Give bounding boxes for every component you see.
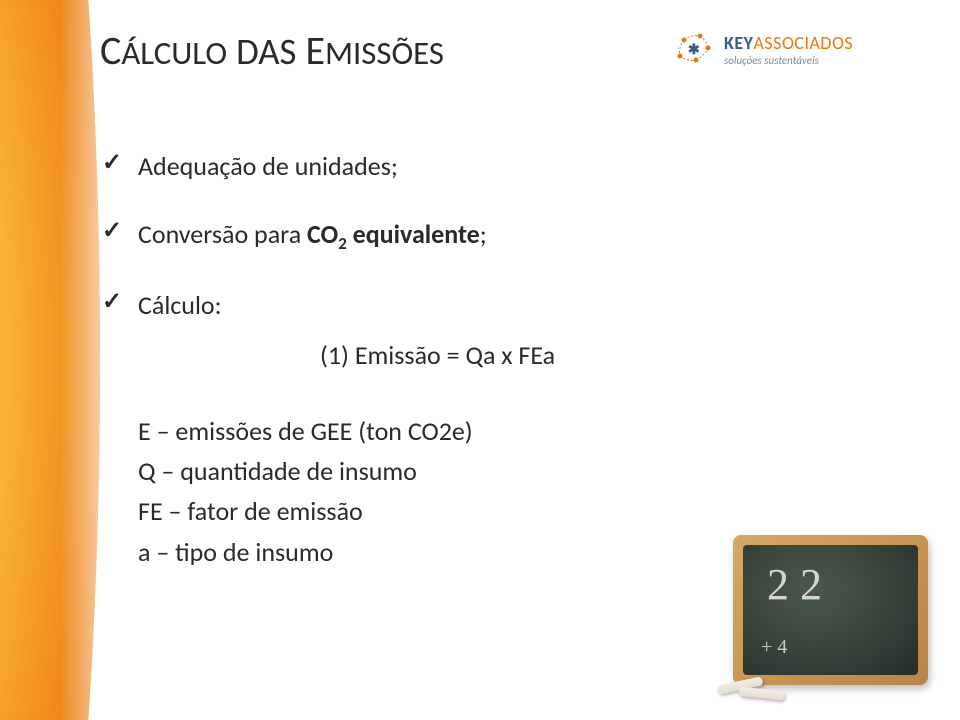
bullet-text: Adequação de unidades; [138,150,398,184]
page-title: CÁLCULO DAS EMISSÕES [100,26,444,75]
logo-mark-icon: ✱ [670,26,718,74]
chalk-stick-icon [739,687,786,701]
bullet-text: Conversão para CO2 equivalente; [138,218,487,255]
definition-line: FE – fator de emissão [138,491,840,531]
bullet-item: Cálculo: [100,289,840,323]
chalkboard-writing-small: + 4 [761,636,787,659]
check-icon [100,289,128,315]
bullet-item: Adequação de unidades; [100,150,840,184]
content: Adequação de unidades; Conversão para CO… [100,150,840,572]
check-icon [100,150,128,176]
logo: ✱ KEYASSOCIADOS soluções sustentáveis [670,20,930,80]
logo-tagline: soluções sustentáveis [724,55,853,66]
svg-text:✱: ✱ [688,41,700,58]
side-accent [0,0,100,720]
definition-line: E – emissões de GEE (ton CO2e) [138,411,840,451]
definition-line: Q – quantidade de insumo [138,451,840,491]
chalkboard-frame: 2 2 + 4 [733,535,928,685]
check-icon [100,218,128,244]
formula: (1) Emissão = Qa x FEa [320,339,840,371]
bullet-text: Cálculo: [138,289,222,323]
logo-brand: KEYASSOCIADOS [724,34,853,52]
logo-brand-assoc: ASSOCIADOS [753,32,853,54]
chalkboard-surface: 2 2 + 4 [743,545,918,675]
logo-brand-key: KEY [724,32,753,54]
chalkboard-image: 2 2 + 4 [715,535,930,700]
chalkboard-writing: 2 2 [767,563,822,607]
bullet-item: Conversão para CO2 equivalente; [100,218,840,255]
